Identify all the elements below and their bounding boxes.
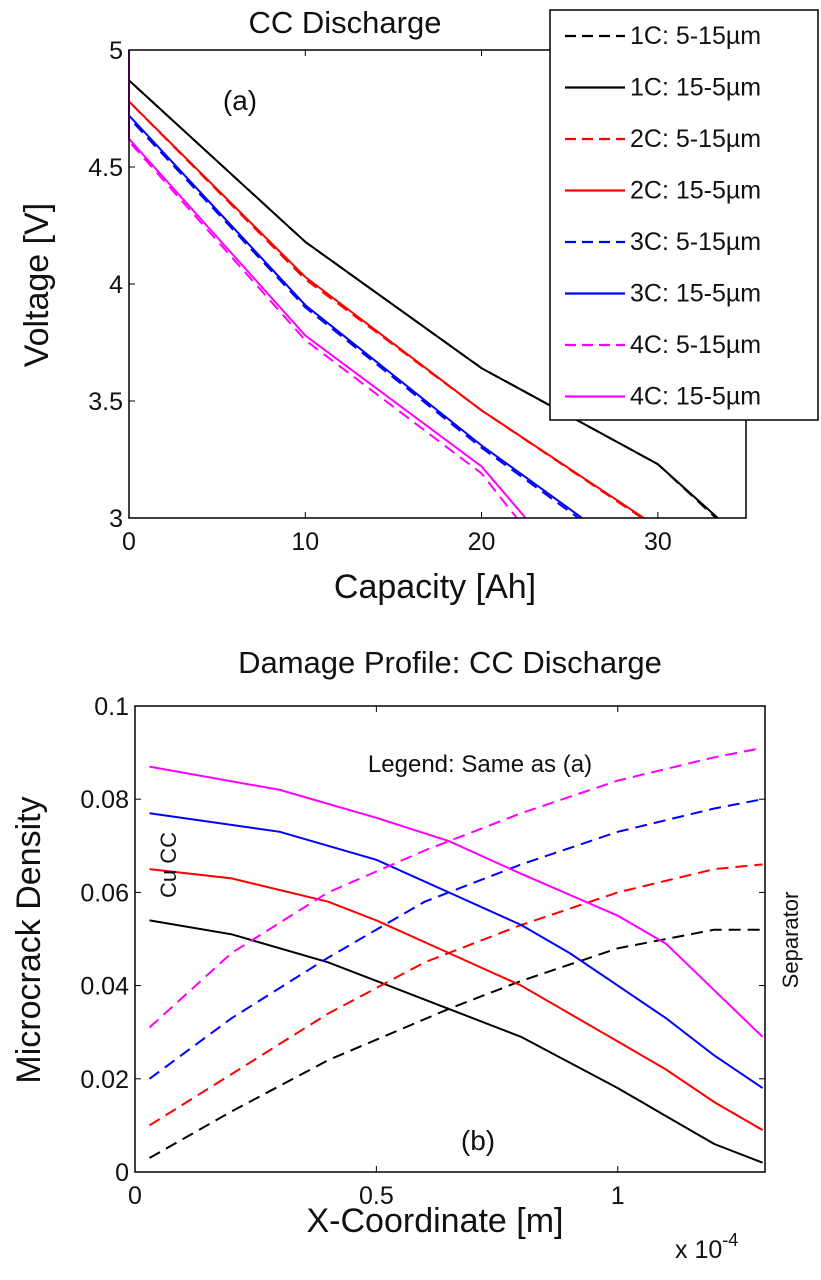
panel-b-series-1	[149, 919, 763, 1164]
panel-b-ytick-label: 0.08	[80, 786, 129, 814]
panel-a-xlabel: Capacity [Ah]	[334, 568, 536, 606]
panel-b-ylabel: Microcrack Density	[10, 796, 48, 1083]
panel-b-title: Damage Profile: CC Discharge	[238, 645, 662, 680]
legend-entry-3: 2C: 15-5µm	[630, 177, 761, 205]
panel-a-series-4	[128, 50, 580, 519]
panel-b-series-3	[149, 868, 764, 1131]
panel-a-series-5	[128, 50, 583, 519]
panel-b-ytick-label: 0.06	[80, 879, 129, 907]
panel-a: CC Discharge Capacity [Ah] Voltage [V] (…	[18, 5, 819, 606]
legend-entry-2: 2C: 5-15µm	[630, 125, 761, 153]
panel-a-title: CC Discharge	[249, 5, 442, 40]
legend-note: Legend: Same as (a)	[368, 751, 592, 778]
panel-a-series-7	[128, 50, 527, 519]
panel-a-ytick-label: 5	[109, 37, 123, 65]
panel-a-ytick-label: 4	[109, 271, 123, 299]
legend-box	[549, 9, 819, 421]
panel-b-xtick-label: 1	[611, 1182, 625, 1210]
panel-a-ytick-label: 4.5	[88, 154, 123, 182]
legend-entry-6: 4C: 5-15µm	[630, 331, 761, 359]
panel-b-series-0	[149, 928, 763, 1159]
panel-a-label: (a)	[223, 85, 257, 116]
panel-b-ytick-label: 0.02	[80, 1066, 129, 1094]
cu-cc-label: Cu CC	[156, 832, 181, 898]
panel-b-curves	[148, 746, 764, 1164]
panel-b-xtick-label: 0.5	[359, 1182, 394, 1210]
panel-a-ylabel: Voltage [V]	[18, 203, 56, 367]
panel-b-ticks: 0 0.5 1 0 0.02 0.04 0.06 0.08 0.1	[80, 693, 765, 1210]
legend-entry-0: 1C: 5-15µm	[630, 22, 761, 50]
legend-entry-4: 3C: 5-15µm	[630, 228, 761, 256]
panel-b-ytick-label: 0.04	[80, 973, 129, 1001]
panel-a-ticks: 0 10 20 30 3 3.5 4 4.5 5	[88, 37, 746, 556]
panel-b-series-2	[148, 863, 763, 1127]
panel-b-ytick-label: 0	[115, 1159, 129, 1187]
panel-a-ytick-label: 3.5	[88, 388, 123, 416]
panel-b-series-6	[148, 746, 763, 1029]
panel-b-label: (b)	[461, 1125, 495, 1156]
panel-b-xtick-label: 0	[128, 1182, 142, 1210]
legend-entry-7: 4C: 15-5µm	[630, 383, 761, 411]
panel-a-xtick-label: 30	[644, 528, 672, 556]
legend: 1C: 5-15µm 1C: 15-5µm 2C: 5-15µm 2C: 15-5µm…	[549, 9, 819, 421]
panel-b-series-5	[149, 812, 764, 1089]
panel-b-series-4	[148, 798, 763, 1080]
panel-b-axes-box	[134, 705, 766, 1173]
panel-b-series-7	[149, 765, 764, 1038]
panel-b-x-multiplier: x 10-4	[675, 1230, 738, 1264]
separator-label: Separator	[778, 892, 803, 989]
panel-a-xtick-label: 10	[291, 528, 319, 556]
panel-b-ytick-label: 0.1	[94, 693, 129, 721]
panel-b: Damage Profile: CC Discharge X-Coordinat…	[10, 645, 803, 1264]
panel-a-ytick-label: 3	[109, 505, 123, 533]
legend-entry-5: 3C: 15-5µm	[630, 280, 761, 308]
panel-b-xlabel: X-Coordinate [m]	[307, 1202, 564, 1240]
panel-a-xtick-label: 20	[468, 528, 496, 556]
panel-a-xtick-label: 0	[122, 528, 136, 556]
panel-a-series-6	[128, 50, 518, 519]
legend-entry-1: 1C: 15-5µm	[630, 74, 761, 102]
